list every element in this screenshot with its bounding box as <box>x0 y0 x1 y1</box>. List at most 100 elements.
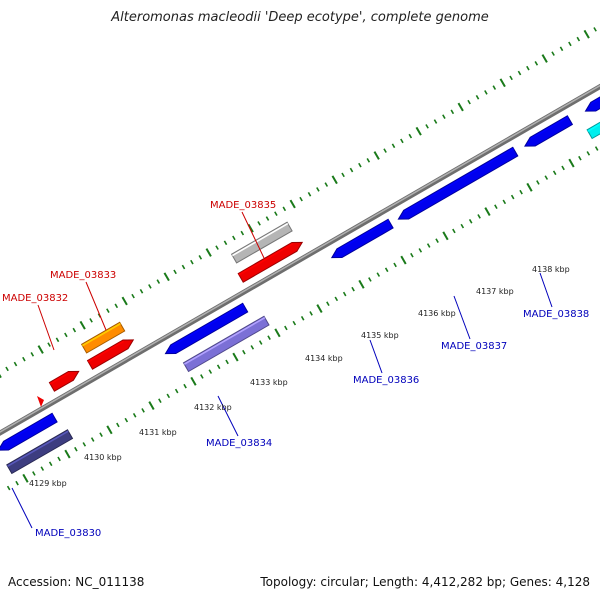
scale-tick <box>467 99 471 105</box>
scale-tick <box>22 473 29 483</box>
scale-tick <box>510 194 515 200</box>
scale-tick <box>484 207 491 216</box>
scale-tick <box>526 65 530 71</box>
scale-tick <box>30 352 35 357</box>
leader-line <box>369 339 383 374</box>
gene-feature-reverse-5[interactable] <box>0 412 58 451</box>
gene-feature-made-03832[interactable] <box>48 370 80 392</box>
gene-label-made-03838[interactable]: MADE_03838 <box>523 309 589 320</box>
gene-label-made-03835[interactable]: MADE_03835 <box>210 200 276 211</box>
scale-tick <box>358 162 362 168</box>
scale-tick <box>292 320 297 326</box>
scale-label: 4132 kbp <box>194 403 232 412</box>
gene-label-made-03830[interactable]: MADE_03830 <box>35 528 101 539</box>
scale-tick <box>433 119 438 124</box>
scale-tick <box>47 342 51 347</box>
gene-features <box>0 96 600 475</box>
scale-tick <box>82 442 87 447</box>
scale-label: 4137 kbp <box>476 287 514 296</box>
gene-feature-made-03837[interactable] <box>397 146 519 220</box>
scale-tick <box>131 293 135 299</box>
scale-tick <box>22 356 26 362</box>
scale-tick <box>536 180 540 185</box>
scale-tick <box>351 286 355 292</box>
scale-tick <box>156 279 161 284</box>
map-labels: 4129 kbp 4130 kbp 4131 kbp 4132 kbp 4133 kbp… <box>2 200 589 539</box>
feature-highlight <box>337 219 390 251</box>
scale-tick <box>124 417 129 423</box>
gene-feature-reverse-6[interactable] <box>164 302 249 355</box>
scale-tick <box>460 223 465 229</box>
scale-tick <box>106 425 113 435</box>
scale-tick <box>517 70 522 76</box>
scale-tick <box>457 102 464 112</box>
scale-tick <box>484 90 488 95</box>
gene-feature-made-03834[interactable] <box>182 315 270 373</box>
scale-tick <box>64 332 68 338</box>
feature-highlight <box>81 322 121 347</box>
gene-label-made-03834[interactable]: MADE_03834 <box>206 438 272 449</box>
scale-tick <box>173 269 177 275</box>
scale-tick <box>594 146 599 151</box>
accession-text: Accession: NC_011138 <box>8 575 145 589</box>
scale-tick <box>384 267 389 273</box>
gene-label-made-03836[interactable]: MADE_03836 <box>353 375 419 386</box>
scale-tick <box>544 175 549 180</box>
scale-tick <box>247 223 254 233</box>
scale-tick <box>181 264 186 270</box>
scale-label: 4136 kbp <box>418 309 456 318</box>
gene-label-made-03837[interactable]: MADE_03837 <box>441 341 507 352</box>
gene-feature-made-03835[interactable] <box>230 221 293 264</box>
scale-tick <box>121 296 128 306</box>
scale-tick <box>494 204 498 210</box>
scale-tick <box>74 446 78 452</box>
scale-tick <box>366 158 371 163</box>
feature-highlight <box>49 372 70 385</box>
scale-tick <box>534 61 539 66</box>
scale-label: 4130 kbp <box>84 453 122 462</box>
scale-tick <box>282 206 287 212</box>
scale-tick <box>435 238 439 243</box>
strand-marker-icon <box>37 396 44 407</box>
leader-line <box>453 295 471 340</box>
gene-feature-made-03836[interactable] <box>330 218 394 259</box>
gene-feature-reverse-9[interactable] <box>524 115 574 147</box>
scale-tick <box>334 296 339 302</box>
scale-tick <box>148 284 152 289</box>
scale-tick <box>309 311 313 316</box>
scale-tick <box>492 85 497 90</box>
scale-tick <box>586 151 591 156</box>
scale-tick <box>274 211 278 216</box>
gene-label-made-03833[interactable]: MADE_03833 <box>50 270 116 281</box>
gene-label-made-03832[interactable]: MADE_03832 <box>2 293 68 304</box>
scale-tick <box>148 401 155 410</box>
genome-backbone <box>0 83 600 436</box>
label-leader-lines <box>11 211 553 529</box>
scale-tick <box>324 182 329 187</box>
gene-feature-made-03833[interactable] <box>80 321 126 354</box>
feature-highlight <box>587 123 600 132</box>
scale-tick <box>316 187 320 192</box>
map-title: Alteromonas macleodii 'Deep ecotype', co… <box>111 10 489 25</box>
leader-line <box>539 272 553 308</box>
gene-feature-forward-4[interactable] <box>237 241 304 283</box>
scale-tick <box>240 230 245 236</box>
scale-tick <box>200 374 204 379</box>
gene-feature-forward-3[interactable] <box>86 339 135 370</box>
scale-tick <box>576 36 581 42</box>
leader-line <box>217 395 239 437</box>
scale-tick <box>242 349 246 355</box>
feature-highlight <box>171 303 244 347</box>
scale-tick <box>89 318 93 323</box>
scale-tick <box>32 471 36 476</box>
scale-tick <box>383 148 387 153</box>
scale-tick <box>559 46 564 52</box>
scale-tick <box>415 126 422 136</box>
feature-highlight <box>231 222 289 257</box>
gene-feature-made-03830[interactable] <box>6 429 74 475</box>
scale-tick <box>408 133 413 139</box>
scale-label: 4131 kbp <box>139 428 177 437</box>
scale-tick <box>114 303 119 309</box>
scale-tick <box>6 485 11 491</box>
